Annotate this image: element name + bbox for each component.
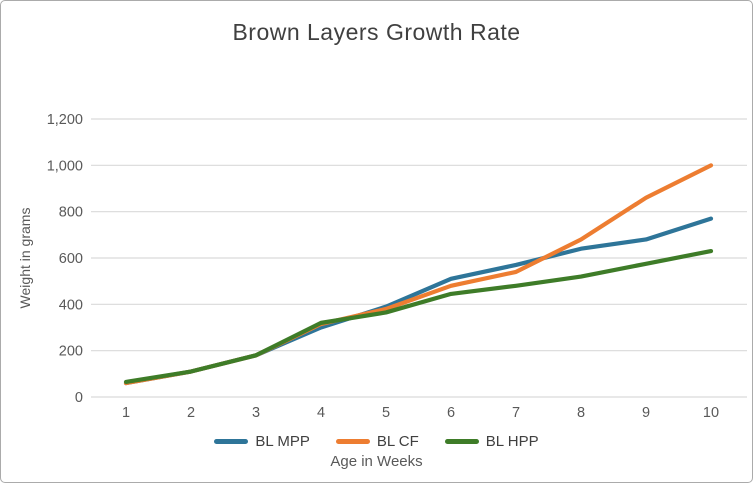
legend-label: BL HPP [485, 433, 539, 450]
x-tick-label: 7 [512, 405, 520, 421]
y-tick-label: 200 [59, 344, 83, 360]
series-line-bl-hpp [123, 248, 714, 385]
chart-legend: BL MPP BL CF BL HPP [1, 433, 752, 450]
y-tick-label: 1,200 [47, 112, 83, 128]
y-tick-label: 0 [75, 390, 83, 406]
legend-swatch-bl-hpp [444, 439, 479, 444]
legend-label: BL CF [376, 433, 419, 450]
legend-item-bl-cf: BL CF [335, 433, 419, 450]
x-tick-label: 9 [642, 405, 650, 421]
legend-swatch-bl-cf [335, 439, 370, 444]
legend-item-bl-mpp: BL MPP [214, 433, 310, 450]
x-axis-title: Age in Weeks [330, 453, 423, 470]
chart-title: Brown Layers Growth Rate [232, 19, 521, 45]
x-tick-label: 2 [187, 405, 195, 421]
x-tick-label: 5 [382, 405, 390, 421]
y-tick-label: 400 [59, 297, 83, 313]
x-tick-label: 8 [577, 405, 585, 421]
x-tick-label: 4 [317, 405, 325, 421]
x-tick-label: 1 [122, 405, 130, 421]
y-tick-label: 800 [59, 205, 83, 221]
y-tick-label: 1,000 [47, 158, 83, 174]
x-tick-label: 3 [252, 405, 260, 421]
legend-label: BL MPP [255, 433, 310, 450]
y-axis-title: Weight in grams [17, 207, 33, 309]
x-tick-label: 6 [447, 405, 455, 421]
legend-item-bl-hpp: BL HPP [444, 433, 539, 450]
legend-swatch-bl-mpp [214, 439, 249, 444]
series-line-bl-mpp [123, 216, 714, 386]
y-tick-label: 600 [59, 251, 83, 267]
x-tick-label: 10 [703, 405, 719, 421]
